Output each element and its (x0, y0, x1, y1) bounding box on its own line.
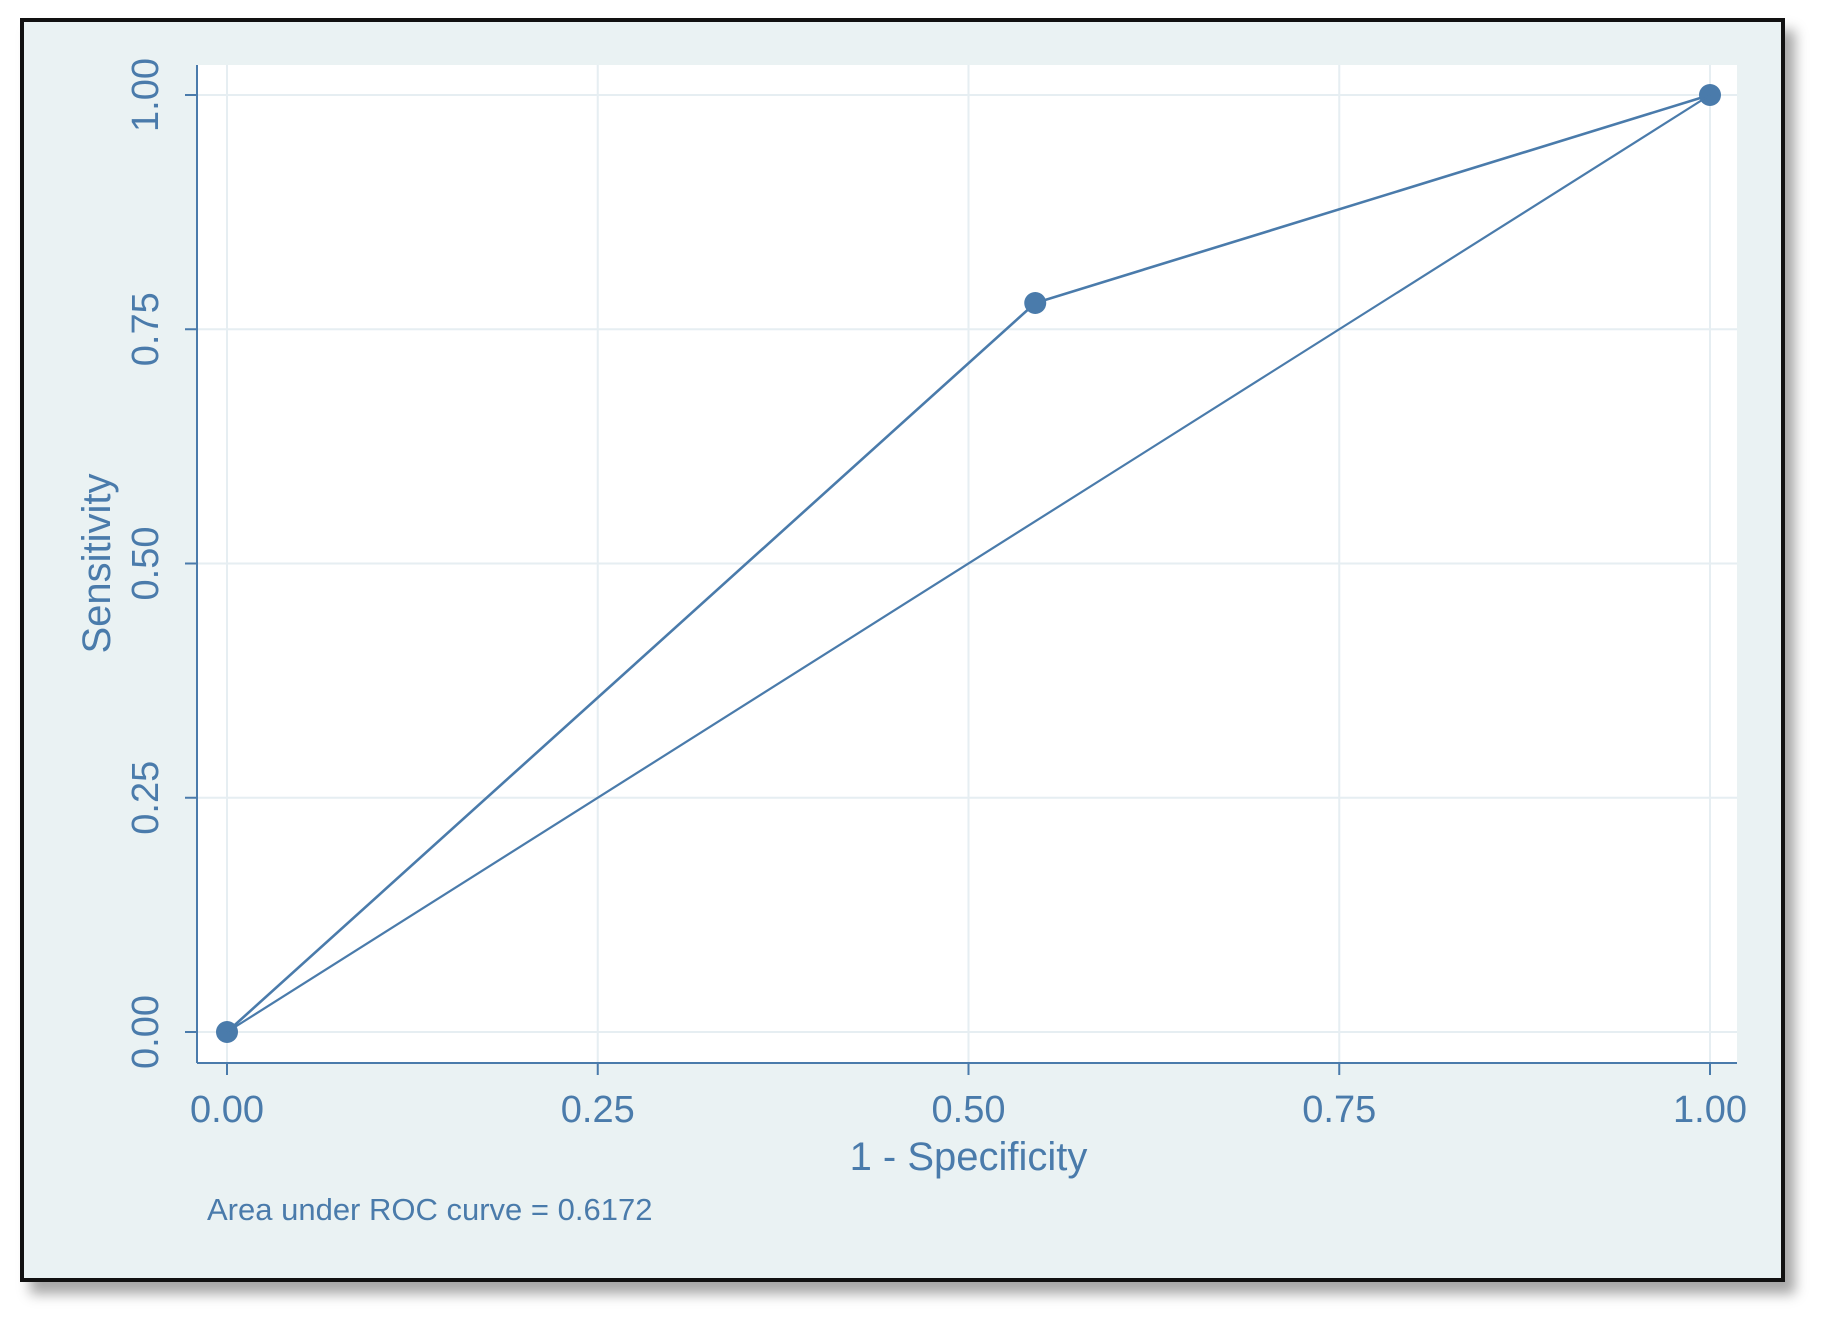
x-axis-ticks: 0.00 0.25 0.50 0.75 1.00 (190, 1063, 1747, 1131)
y-tick-label: 0.50 (125, 527, 167, 601)
y-tick-label: 1.00 (125, 58, 167, 132)
roc-point (1024, 292, 1047, 315)
y-axis-title: Sensitivity (75, 473, 119, 653)
x-tick-label: 0.50 (932, 1089, 1006, 1131)
x-tick-label: 0.00 (190, 1089, 264, 1131)
y-tick-label: 0.75 (125, 292, 167, 366)
x-tick-label: 1.00 (1673, 1089, 1747, 1131)
y-axis-ticks: 0.00 0.25 0.50 0.75 1.00 (125, 58, 197, 1069)
x-axis-title: 1 - Specificity (850, 1135, 1088, 1179)
x-tick-label: 0.25 (561, 1089, 635, 1131)
y-tick-label: 0.00 (125, 995, 167, 1069)
y-tick-label: 0.25 (125, 761, 167, 835)
x-tick-label: 0.75 (1302, 1089, 1376, 1131)
auc-note: Area under ROC curve = 0.6172 (207, 1192, 652, 1227)
reference-line (226, 94, 1711, 1033)
series-layer (216, 84, 1721, 1043)
